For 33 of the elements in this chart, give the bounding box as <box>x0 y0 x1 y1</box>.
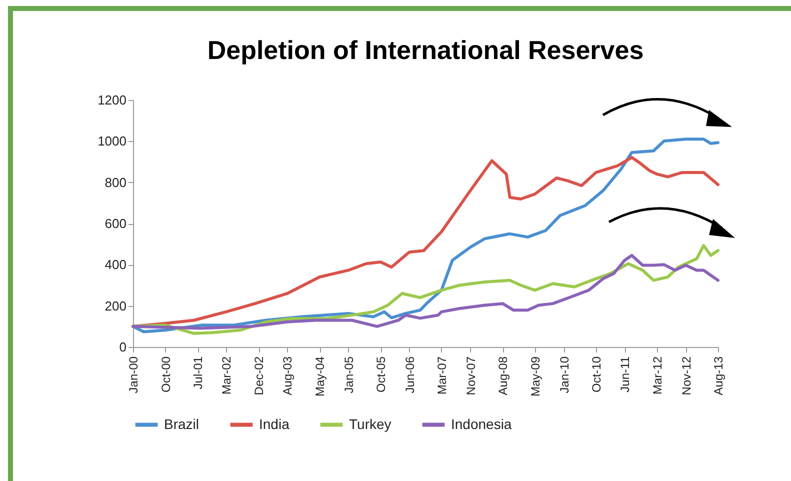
x-tick-label: Jul-01 <box>191 356 205 390</box>
y-tick-label: 1000 <box>98 134 126 149</box>
y-tick-label: 0 <box>119 340 126 354</box>
y-tick-label: 600 <box>104 216 126 231</box>
legend-label: Brazil <box>164 416 200 432</box>
x-tick-label: Dec-02 <box>252 356 266 396</box>
y-tick-label: 1200 <box>98 92 126 108</box>
x-tick-label: Jun-06 <box>402 356 417 394</box>
x-tick-label: May-04 <box>313 356 328 397</box>
x-tick-label: Jan-05 <box>342 356 356 394</box>
x-tick-label: Oct-05 <box>374 356 388 393</box>
x-tick-label: Jan-10 <box>557 356 572 394</box>
x-tick-label: Aug-13 <box>712 356 726 396</box>
x-tick-label: Mar-12 <box>650 356 664 395</box>
legend-label: Turkey <box>349 416 392 432</box>
chart-title: Depletion of International Reserves <box>207 35 644 65</box>
y-tick-label: 800 <box>104 174 126 190</box>
x-tick-label: Aug-03 <box>280 356 295 396</box>
x-tick-label: Oct-00 <box>158 356 173 393</box>
x-tick-label: May-09 <box>528 356 542 397</box>
legend-label: India <box>259 416 290 432</box>
x-tick-label: Nov-07 <box>464 356 478 396</box>
x-tick-label: Jun-11 <box>618 356 632 392</box>
x-tick-label: Aug-08 <box>496 356 510 396</box>
line-series <box>132 254 720 330</box>
x-tick-label: Oct-10 <box>589 356 604 393</box>
x-tick-label: Jan-00 <box>126 356 140 394</box>
x-tick-label: Mar-07 <box>434 356 449 395</box>
y-tick-label: 200 <box>104 298 126 314</box>
x-tick-label: Mar-02 <box>220 356 234 395</box>
x-tick-label: Nov-12 <box>679 356 694 396</box>
y-tick-label: 400 <box>104 257 126 272</box>
legend-label: Indonesia <box>451 416 512 432</box>
